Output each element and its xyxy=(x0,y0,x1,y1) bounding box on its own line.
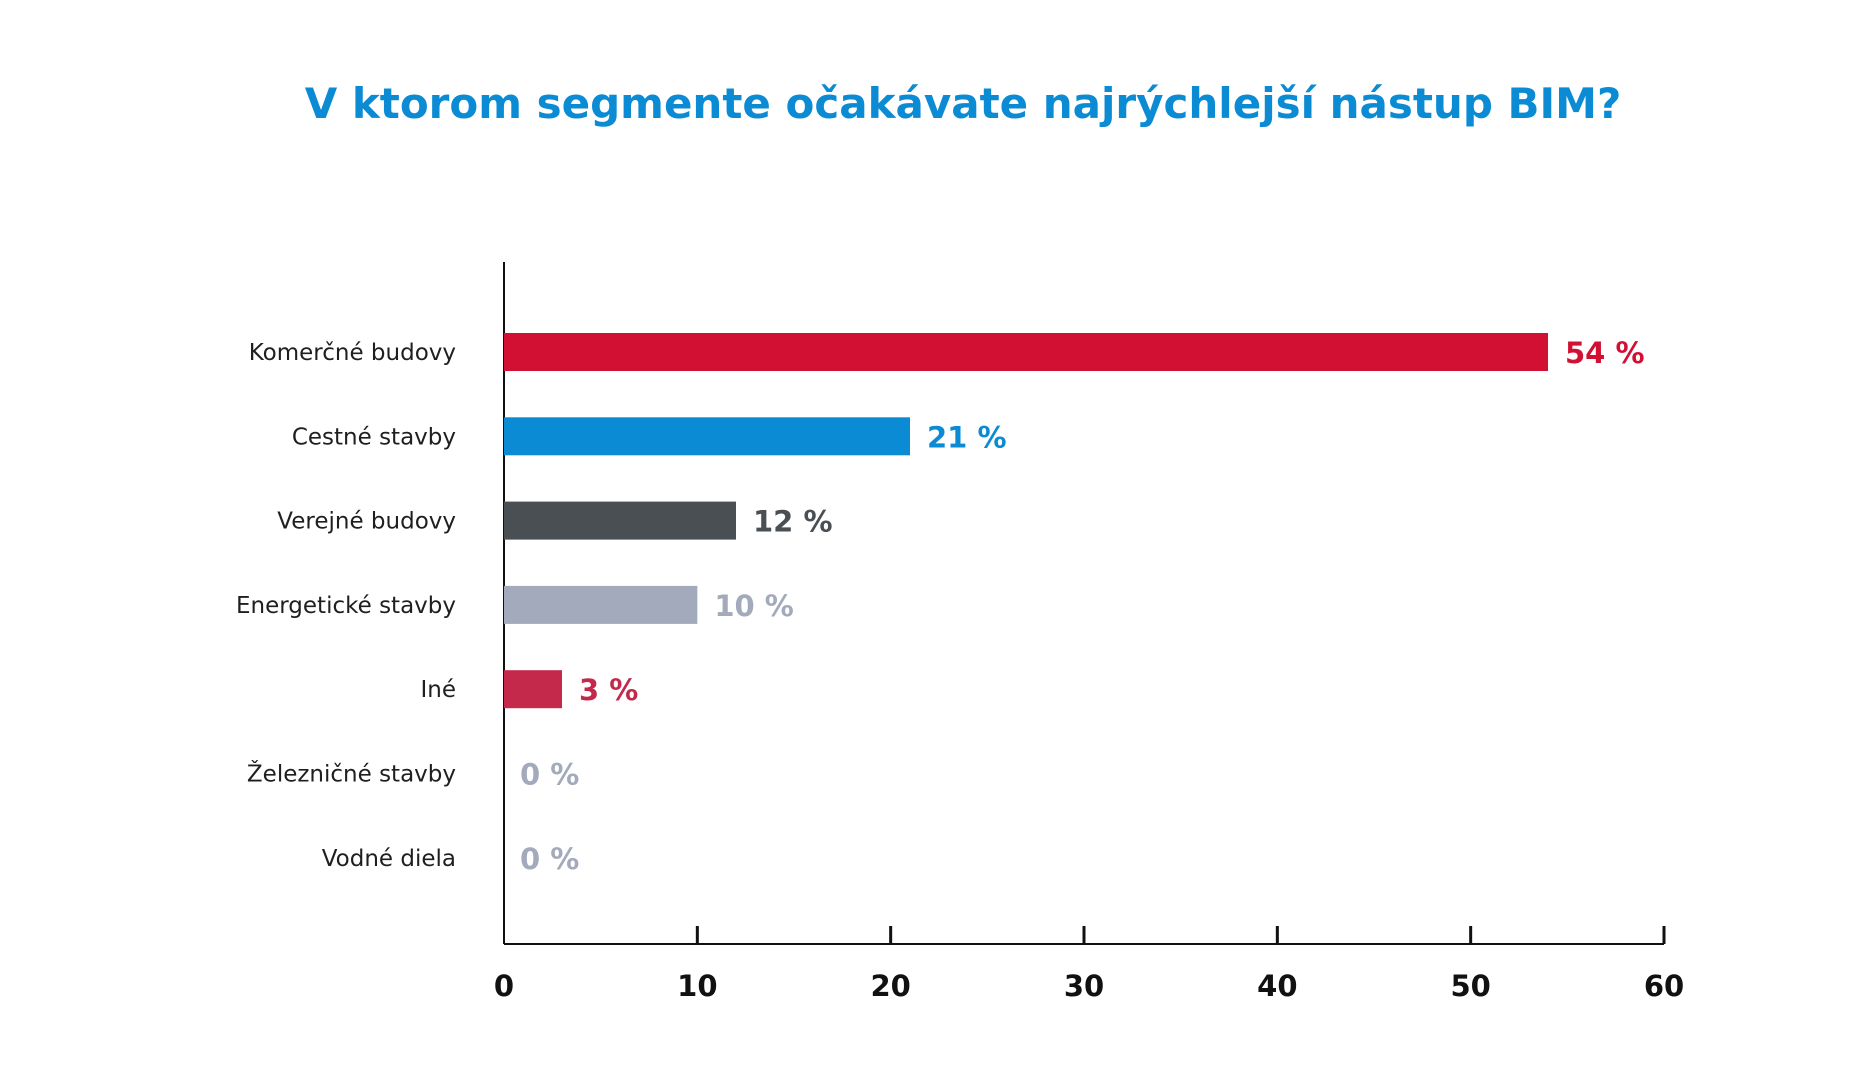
value-label: 54 % xyxy=(1565,336,1645,370)
bar xyxy=(504,670,562,709)
x-tick-label: 30 xyxy=(1064,969,1104,1003)
category-label: Iné xyxy=(420,677,456,703)
category-label: Železničné stavby xyxy=(247,760,456,788)
bar xyxy=(504,417,910,456)
bar xyxy=(504,585,698,624)
x-tick-label: 40 xyxy=(1257,969,1297,1003)
x-tick-label: 20 xyxy=(870,969,910,1003)
chart-title: V ktorom segmente očakávate najrýchlejší… xyxy=(305,79,1622,128)
value-label: 12 % xyxy=(753,505,833,539)
x-tick-label: 50 xyxy=(1450,969,1490,1003)
bar xyxy=(504,333,1548,371)
x-tick-label: 10 xyxy=(677,969,717,1003)
value-label: 10 % xyxy=(714,589,794,623)
value-label: 3 % xyxy=(579,673,638,707)
category-label: Vodné diela xyxy=(322,846,456,872)
x-tick-label: 0 xyxy=(494,969,514,1003)
value-label: 21 % xyxy=(927,420,1007,454)
category-label: Komerčné budovy xyxy=(249,340,456,366)
category-label: Verejné budovy xyxy=(277,509,456,535)
bar xyxy=(504,501,736,540)
value-label: 0 % xyxy=(520,842,579,876)
plot-area: 0 10 20 30 40 50 60 Komerčné budovy 54 % Cestné s… xyxy=(236,262,1684,1003)
x-tick-label: 60 xyxy=(1644,969,1684,1003)
category-label: Cestné stavby xyxy=(292,424,456,450)
value-label: 0 % xyxy=(520,758,579,792)
category-label: Energetické stavby xyxy=(236,593,456,619)
